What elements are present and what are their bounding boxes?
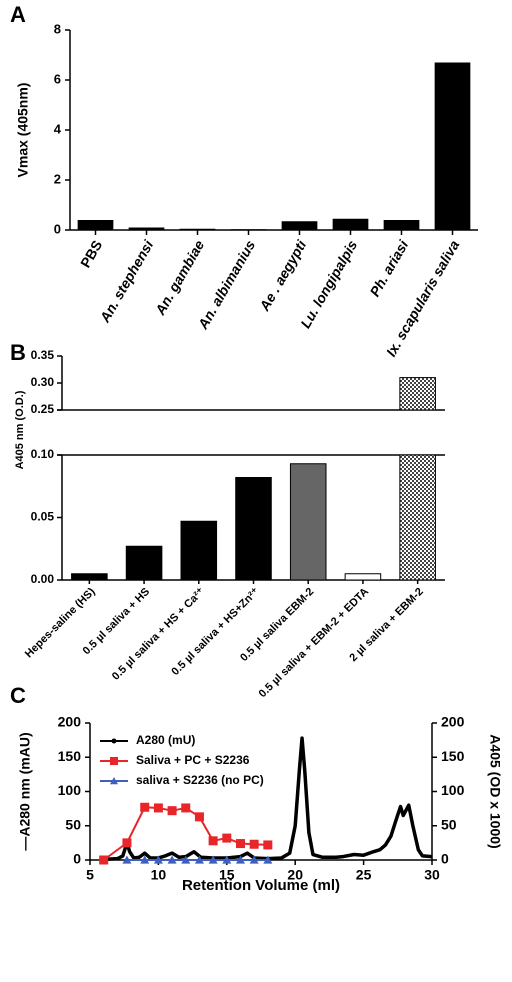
marker (194, 812, 204, 822)
marker (99, 855, 109, 865)
bar (71, 573, 108, 581)
x-tick-label: 25 (356, 867, 372, 883)
marker (235, 855, 245, 864)
marker (222, 833, 232, 843)
y-tick-label: 100 (58, 782, 82, 798)
marker (167, 806, 177, 816)
bar (77, 220, 114, 230)
panel-label: A (10, 2, 26, 27)
y-axis-label: A405 nm (O.D.) (14, 390, 26, 469)
marker (140, 802, 150, 812)
y2-tick-label: 100 (441, 782, 465, 798)
marker (167, 855, 177, 864)
x-tick-label: 0.5 µl saliva + HS+Zn²⁺ (169, 586, 261, 678)
y-tick-label: 6 (54, 71, 61, 86)
x-tick-label: Lu. longipalpis (297, 237, 360, 331)
x-axis-label: Retention Volume (ml) (182, 877, 340, 894)
y2-axis-label: A405 (OD x 1000) (487, 734, 503, 848)
x-tick-label: 0.5 µl saliva + HS + Ca²⁺ (110, 586, 207, 683)
legend-marker (110, 757, 118, 765)
bar (230, 229, 267, 230)
marker (153, 855, 163, 864)
y-tick-label: 2 (54, 171, 61, 186)
bar (125, 545, 163, 581)
x-tick-label: An. albimanius (194, 237, 258, 332)
y-tick-label: 0.35 (31, 348, 55, 362)
x-tick-label: Ae . aegypti (256, 236, 310, 314)
x-tick-label: An. gambiae (151, 237, 207, 318)
x-tick-label: 15 (219, 867, 235, 883)
marker (140, 855, 150, 864)
y-tick-label: 8 (54, 21, 61, 36)
bar (235, 477, 272, 581)
y-tick-label: 0 (73, 851, 81, 867)
y2-tick-label: 150 (441, 748, 465, 764)
bar (399, 454, 436, 581)
x-tick-label: 10 (151, 867, 167, 883)
x-tick-label: 20 (287, 867, 303, 883)
legend-marker (111, 738, 117, 744)
x-tick-label: 5 (86, 867, 94, 883)
marker (181, 803, 191, 813)
panel-label: B (10, 340, 26, 365)
y2-tick-label: 0 (441, 851, 449, 867)
marker (249, 839, 259, 849)
bar (180, 520, 218, 581)
x-tick-label: PBS (77, 237, 105, 270)
marker (208, 855, 218, 864)
y-tick-label: 0 (54, 221, 61, 236)
marker (222, 855, 232, 864)
y-tick-label: 200 (58, 714, 82, 730)
bar (289, 463, 327, 581)
bar (128, 227, 165, 230)
y-axis-label: Vmax (405nm) (15, 83, 31, 178)
bar (281, 221, 318, 230)
x-tick-label: 30 (424, 867, 440, 883)
y-tick-label: 0.30 (31, 375, 55, 389)
bar (344, 573, 382, 581)
marker (181, 855, 191, 864)
marker (122, 838, 132, 848)
marker (263, 840, 273, 850)
legend-label: Saliva + PC + S2236 (136, 753, 250, 767)
bar (383, 220, 420, 230)
y-axis-label: —A280 nm (mAU) (17, 732, 33, 850)
marker (153, 803, 163, 813)
series-line (103, 736, 433, 862)
y-tick-label: 50 (65, 816, 81, 832)
legend-label: A280 (mU) (136, 733, 195, 747)
marker (249, 855, 259, 864)
y-tick-label: 0.00 (31, 572, 55, 586)
panel-label: C (10, 683, 26, 708)
bar (179, 228, 216, 230)
bar-upper (399, 377, 436, 411)
legend-label: saliva + S2236 (no PC) (136, 773, 264, 787)
y-tick-label: 0.05 (31, 510, 55, 524)
legend-marker (110, 777, 118, 785)
x-tick-label: An. stephensi (96, 236, 157, 325)
y-tick-label: 0.25 (31, 402, 55, 416)
marker (208, 836, 218, 846)
x-tick-label: Ph. ariasi (366, 236, 412, 299)
y-tick-label: 150 (58, 748, 82, 764)
y-tick-label: 0.10 (31, 447, 55, 461)
marker (263, 855, 273, 864)
bar (434, 62, 471, 230)
y2-tick-label: 200 (441, 714, 465, 730)
marker (122, 855, 132, 864)
x-tick-label: 0.5 µl saliva + EBM-2 + EDTA (257, 586, 371, 700)
marker (194, 855, 204, 864)
y-tick-label: 4 (54, 121, 62, 136)
marker (235, 839, 245, 849)
y2-tick-label: 50 (441, 816, 457, 832)
bar (332, 218, 369, 230)
